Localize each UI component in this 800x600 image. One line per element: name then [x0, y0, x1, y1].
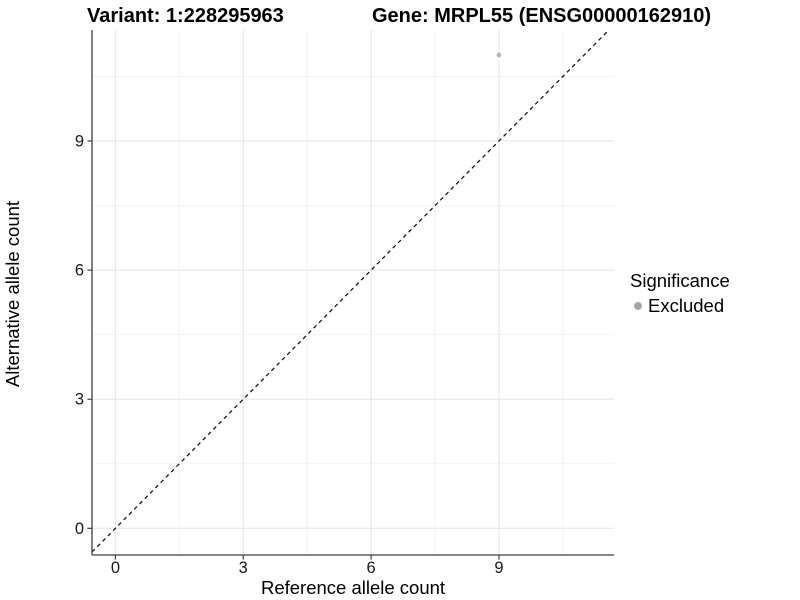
y-axis-title: Alternative allele count	[2, 200, 23, 388]
x-tick-label: 0	[111, 559, 120, 577]
x-tick-label: 9	[494, 559, 503, 577]
y-tick-label: 6	[75, 262, 84, 280]
legend-item-excluded: Excluded	[630, 295, 730, 317]
identity-reference-line	[91, 29, 610, 553]
gene-title: Gene: MRPL55 (ENSG00000162910)	[372, 5, 712, 27]
legend-title: Significance	[630, 270, 730, 291]
x-axis-title: Reference allele count	[260, 577, 446, 598]
x-tick-label: 6	[367, 559, 376, 577]
variant-title: Variant: 1:228295963	[87, 5, 284, 27]
legend-item-label: Excluded	[648, 295, 725, 316]
y-tick-label: 3	[75, 391, 84, 409]
y-tick-label: 9	[75, 133, 84, 151]
data-point	[496, 52, 502, 58]
y-tick-label: 0	[75, 520, 84, 538]
x-tick-label: 3	[239, 559, 248, 577]
legend: Significance Excluded	[630, 270, 730, 317]
excluded-point-icon	[634, 302, 642, 310]
